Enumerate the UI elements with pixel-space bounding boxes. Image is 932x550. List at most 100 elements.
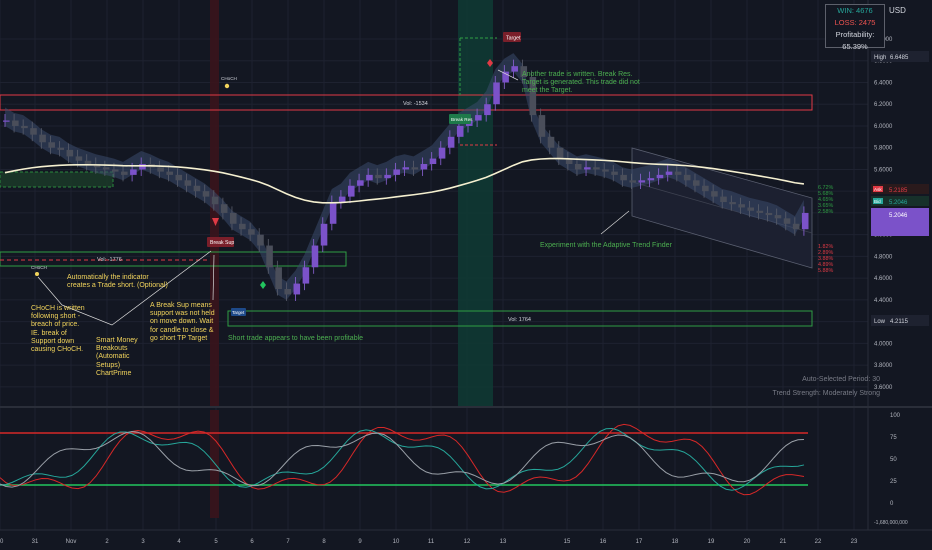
time-tick-9: 8	[322, 539, 326, 545]
choch-marker-low: CHoCH	[31, 265, 47, 270]
time-tick-22: 22	[815, 539, 822, 545]
resistance-zone	[0, 94, 813, 111]
high-badge: High 6.6485	[871, 51, 929, 62]
price-tick-15: 3.8000	[874, 363, 893, 369]
time-tick-21: 21	[780, 539, 787, 545]
trend-pct-upper-2: 4.65%	[818, 197, 833, 203]
short-arrow-icon	[212, 218, 219, 226]
svg-text:Bid: Bid	[874, 199, 881, 204]
bid-badge: Bid 5.2046	[871, 196, 929, 206]
annotation-another-trade: Another trade is written. Break Res. Tar…	[522, 71, 640, 95]
osc-line-red	[0, 423, 805, 496]
svg-text:Low: Low	[874, 319, 886, 325]
time-tick-15: 15	[564, 539, 571, 545]
svg-text:Ask: Ask	[874, 187, 882, 192]
resistance-zone-label: Vol: -1534	[403, 101, 428, 107]
annotation-choch: CHoCH is written following short - breac…	[31, 305, 85, 354]
chart-grid	[0, 0, 868, 530]
osc-tick-4: 0	[890, 501, 894, 507]
price-tick-14: 4.0000	[874, 341, 893, 347]
time-tick-11: 10	[393, 539, 400, 545]
target-tag-bottom[interactable]	[231, 308, 246, 316]
trend-pct-upper-3: 3.65%	[818, 203, 833, 209]
bottom-zone	[227, 310, 813, 327]
trend-pct-lower-4: 5.88%	[818, 268, 833, 274]
svg-text:High: High	[874, 55, 886, 61]
time-tick-12: 11	[428, 539, 435, 545]
trend-percents: 6.72%5.68%4.65%3.65%2.58% 1.82%2.89%3.88%…	[818, 185, 833, 274]
osc-tick-3: 25	[890, 479, 897, 485]
signal-column-highlight	[458, 0, 493, 406]
annotation-experiment: Experiment with the Adaptive Trend Finde…	[540, 242, 672, 249]
time-tick-20: 20	[744, 539, 751, 545]
break-column-highlight-lower	[210, 410, 219, 518]
currency-selector[interactable]: USD	[889, 6, 906, 15]
time-tick-3: 2	[105, 539, 109, 545]
annotation-smc: Smart Money Breakouts (Automatic Setups)…	[96, 337, 138, 377]
trend-strength: Trend Strength: Moderately Strong	[772, 390, 880, 397]
time-tick-2: Nov	[66, 539, 77, 545]
price-tick-3: 6.2000	[874, 102, 893, 108]
time-tick-8: 7	[286, 539, 290, 545]
target-tag-top-label: Target	[506, 36, 521, 42]
trend-pct-upper-1: 5.68%	[818, 191, 833, 197]
osc-line-gray	[0, 430, 805, 488]
osc-tick-5: -1,680,000,000	[874, 520, 908, 526]
svg-text:5.2185: 5.2185	[889, 188, 908, 194]
loss-count: LOSS: 2475	[834, 18, 876, 27]
time-tick-19: 19	[708, 539, 715, 545]
time-tick-17: 17	[636, 539, 643, 545]
time-tick-13: 12	[464, 539, 471, 545]
time-tick-18: 18	[672, 539, 679, 545]
mid-zone-label: Vol: -1776	[97, 257, 122, 263]
svg-text:5.2046: 5.2046	[889, 213, 908, 219]
osc-line-teal	[0, 427, 805, 491]
low-badge: Low 4.2115	[871, 315, 929, 326]
trend-cloud	[5, 53, 804, 300]
break-res-tag[interactable]	[449, 114, 471, 124]
svg-text:6.6485: 6.6485	[890, 55, 909, 61]
time-tick-14: 13	[500, 539, 507, 545]
choch-dot-low-icon	[35, 272, 39, 276]
time-tick-0: 30	[0, 539, 4, 545]
svg-text:4.2115: 4.2115	[890, 319, 909, 325]
trend-pct-lower-3: 4.89%	[818, 262, 833, 268]
ema-line	[4, 157, 805, 204]
break-sup-tag[interactable]	[207, 237, 234, 247]
bottom-zone-label: Vol: 1764	[508, 317, 531, 323]
target-tag-top[interactable]	[503, 32, 521, 42]
target-tag-bottom-label: Target	[232, 310, 245, 315]
profitability: Profitability: 65.39%	[835, 30, 875, 51]
trend-pct-lower-1: 2.89%	[818, 250, 833, 256]
time-tick-16: 16	[600, 539, 607, 545]
support-zone-left	[0, 171, 114, 188]
price-tick-16: 3.6000	[874, 385, 893, 391]
price-tick-5: 5.8000	[874, 146, 893, 152]
sell-diamond-icon	[487, 59, 493, 67]
annotation-auto-short: Automatically the indicator creates a Tr…	[67, 274, 168, 290]
buy-diamond-icon	[260, 281, 266, 289]
time-tick-7: 6	[250, 539, 254, 545]
break-sup-tag-label: Break Sup	[210, 240, 234, 246]
osc-axis: 100 75 50 25 0 -1,680,000,000	[874, 413, 908, 526]
time-axis: 3031Nov234567891011121315161718192021222…	[0, 539, 858, 545]
candles	[3, 59, 809, 301]
ask-badge: Ask 5.2185	[871, 184, 929, 194]
time-tick-5: 4	[177, 539, 181, 545]
price-tick-11: 4.6000	[874, 276, 893, 282]
osc-tick-2: 50	[890, 457, 897, 463]
time-tick-6: 5	[214, 539, 218, 545]
price-tick-12: 4.4000	[874, 298, 893, 304]
time-tick-1: 31	[32, 539, 39, 545]
trend-period: Auto-Selected Period: 30	[802, 376, 880, 383]
annotation-pointers	[37, 69, 630, 326]
time-tick-23: 23	[851, 539, 858, 545]
time-tick-4: 3	[141, 539, 145, 545]
osc-tick-0: 100	[890, 413, 901, 419]
price-tick-6: 5.6000	[874, 167, 893, 173]
trend-pct-upper-4: 2.58%	[818, 209, 833, 215]
choch-dot-icon	[224, 83, 230, 89]
svg-text:5.2046: 5.2046	[889, 200, 908, 206]
